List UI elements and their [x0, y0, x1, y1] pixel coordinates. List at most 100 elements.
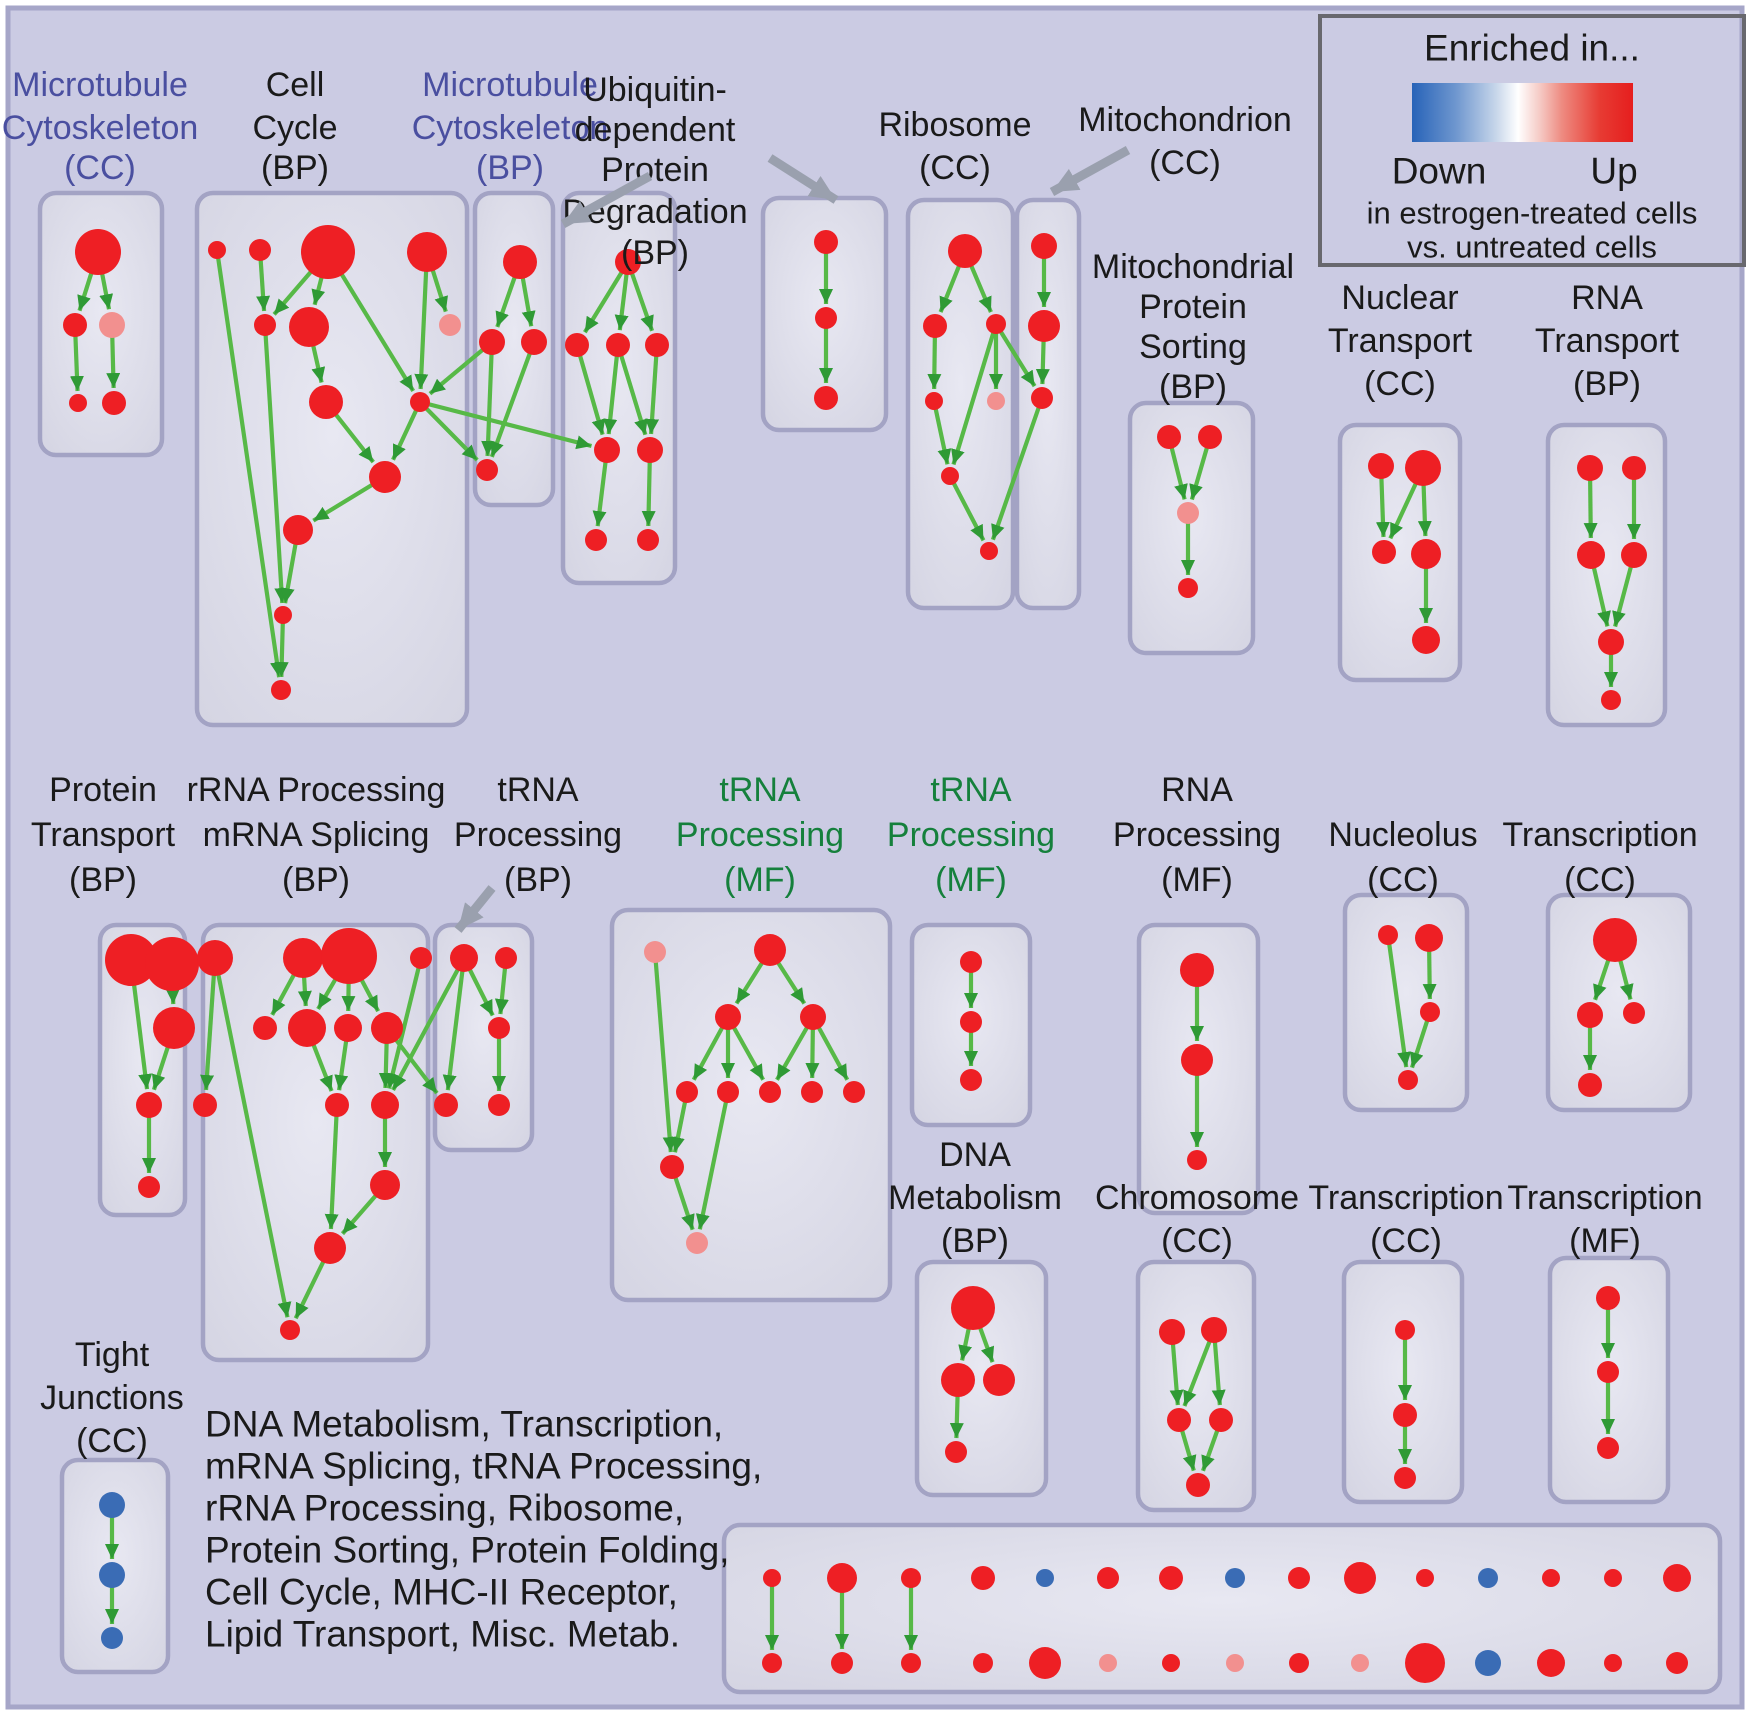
group-label-ribosome-line-0: Ribosome — [878, 106, 1031, 144]
go-term-node-chromosome-K5 — [1186, 1473, 1210, 1497]
pointer-arrow-to-trna-bp-box — [454, 885, 496, 933]
group-label-rna-transport-line-0: RNA — [1571, 279, 1643, 317]
go-term-node-trna-mf-large-H1 — [660, 1155, 684, 1179]
group-label-trna-mf-small-line-1: Processing — [887, 816, 1055, 854]
go-term-node-microtubule-cc-c — [99, 312, 125, 338]
edge-rrna-mrna-R1-R13 — [212, 957, 292, 1318]
go-term-node-trna-mf-large-C5 — [843, 1081, 865, 1103]
go-term-node-rna-transport-E5 — [1598, 629, 1624, 655]
go-term-node-shared-terms-b5 — [1029, 1647, 1061, 1679]
go-term-node-shared-terms-b3 — [901, 1653, 921, 1673]
go-term-node-trna-mf-large-M1 — [715, 1004, 741, 1030]
group-label-nucleolus-line-0: Nucleolus — [1328, 816, 1477, 854]
go-term-node-cell-cycle-n8 — [309, 385, 343, 419]
group-label-ubiquitin-left-line-2: Protein — [601, 151, 709, 189]
group-label-cell-cycle-line-1: Cycle — [252, 109, 337, 147]
go-term-node-shared-terms-b14 — [1604, 1654, 1622, 1672]
go-term-node-rna-transport-E6 — [1601, 690, 1621, 710]
group-label-trna-bp-line-0: tRNA — [497, 771, 579, 809]
go-term-node-mitochondrion-m2 — [1028, 310, 1060, 342]
go-term-node-nuclear-transport-N3 — [1372, 540, 1396, 564]
go-term-node-trna-mf-small-G2 — [960, 1011, 982, 1033]
go-term-node-rrna-mrna-R2 — [283, 938, 323, 978]
group-label-trna-bp-line-1: Processing — [454, 816, 622, 854]
go-term-node-chromosome-K3 — [1167, 1408, 1191, 1432]
group-label-nuclear-transport-line-2: (CC) — [1364, 365, 1436, 403]
go-term-node-cell-cycle-n3 — [301, 225, 355, 279]
shared-terms-text-line-1: mRNA Splicing, tRNA Processing, — [205, 1446, 762, 1487]
go-term-node-mito-protein-sorting-s1 — [1157, 425, 1181, 449]
go-term-node-transcription-cc-lower-X2 — [1393, 1403, 1417, 1427]
go-term-node-shared-terms-b10 — [1351, 1654, 1369, 1672]
legend-title: Enriched in... — [1424, 28, 1640, 69]
go-term-node-mito-protein-sorting-s2 — [1198, 425, 1222, 449]
go-term-node-nuclear-transport-N2 — [1405, 450, 1441, 486]
go-term-node-ribosome-r6 — [941, 467, 959, 485]
go-term-node-transcription-cc-upper-W3 — [1623, 1002, 1645, 1024]
group-label-cell-cycle-line-0: Cell — [266, 66, 325, 104]
go-term-node-shared-terms-a8 — [1225, 1568, 1245, 1588]
legend-up-label: Up — [1590, 151, 1637, 192]
go-term-node-transcription-cc-upper-W1 — [1593, 918, 1637, 962]
group-label-trna-bp-line-2: (BP) — [504, 861, 572, 899]
go-term-node-rna-transport-E2 — [1622, 456, 1646, 480]
go-term-node-ubiquitin-left-u2 — [565, 333, 589, 357]
group-label-cell-cycle-line-2: (BP) — [261, 149, 329, 187]
go-term-node-rrna-mrna-R1 — [197, 940, 233, 976]
go-term-node-shared-terms-b13 — [1537, 1649, 1565, 1677]
go-term-node-dna-metabolism-D3 — [983, 1364, 1015, 1396]
go-term-node-shared-terms-a9 — [1288, 1567, 1310, 1589]
go-term-node-rrna-mrna-R9 — [325, 1093, 349, 1117]
go-term-node-microtubule-cc-e — [102, 391, 126, 415]
group-box-rna-transport — [1545, 422, 1668, 728]
go-term-node-chromosome-K2 — [1201, 1317, 1227, 1343]
nodes-layer — [63, 225, 1691, 1683]
group-label-protein-transport-line-2: (BP) — [69, 861, 137, 899]
group-box-rrna-mrna — [200, 922, 431, 1363]
legend-subtitle-line1: in estrogen-treated cells — [1367, 196, 1698, 231]
go-term-node-trna-bp-T2 — [495, 947, 517, 969]
group-label-tight-junctions-line-2: (CC) — [76, 1422, 148, 1460]
go-term-node-trna-mf-large-M2 — [800, 1004, 826, 1030]
go-term-node-shared-terms-a11 — [1416, 1569, 1434, 1587]
group-box-mito-protein-sorting — [1127, 400, 1256, 656]
go-term-node-mitochondrion-m1 — [1031, 233, 1057, 259]
go-term-node-shared-terms-a10 — [1344, 1562, 1376, 1594]
go-term-node-rrna-mrna-R13 — [280, 1320, 300, 1340]
go-term-node-ubiquitin-left-b2 — [637, 529, 659, 551]
go-term-node-nucleolus-L3 — [1420, 1002, 1440, 1022]
go-term-node-rrna-mrna-R6 — [288, 1009, 326, 1047]
go-term-node-microtubule-cc-a — [75, 229, 121, 275]
go-term-node-mitochondrion-m3 — [1031, 387, 1053, 409]
edge-ubiquitin-left-U1-u2 — [583, 260, 630, 334]
go-term-node-shared-terms-b4 — [973, 1653, 993, 1673]
group-label-microtubule-cc-line-0: Microtubule — [12, 66, 188, 104]
group-label-transcription-mf-line-0: Transcription — [1507, 1179, 1702, 1217]
go-term-node-protein-transport-P5 — [138, 1176, 160, 1198]
go-term-node-trna-mf-large-C3 — [759, 1081, 781, 1103]
go-term-node-shared-terms-a3 — [901, 1568, 921, 1588]
shared-terms-text-line-4: Cell Cycle, MHC-II Receptor, — [205, 1572, 678, 1613]
go-term-node-rrna-mrna-R5 — [253, 1016, 277, 1040]
go-term-node-ribosome-r1 — [948, 234, 982, 268]
go-term-node-rrna-mrna-R3 — [321, 928, 377, 984]
go-term-node-shared-terms-a1 — [763, 1569, 781, 1587]
edge-cell-cycle-n9-n10 — [391, 401, 422, 461]
go-term-node-rrna-mrna-R7 — [334, 1014, 362, 1042]
go-term-node-shared-terms-a6 — [1097, 1567, 1119, 1589]
edge-rrna-mrna-R9-R12 — [324, 1104, 340, 1230]
edge-ubiquitin-left-u2-u5 — [574, 344, 606, 436]
group-label-microtubule-bp-line-1: Cytoskeleton — [412, 109, 609, 147]
pointer-arrow-to-ubiquitin-left-box — [560, 172, 653, 228]
group-label-mito-protein-sorting-line-3: (BP) — [1159, 368, 1227, 406]
edge-microtubule-bp-c1-b — [481, 341, 496, 457]
go-term-node-cell-cycle-n6 — [289, 307, 329, 347]
go-term-node-protein-transport-P3 — [153, 1007, 195, 1049]
go-term-node-ribosome-r4 — [925, 392, 943, 410]
group-label-rrna-mrna-line-0: rRNA Processing — [187, 771, 446, 809]
legend-subtitle-line2: vs. untreated cells — [1407, 230, 1657, 265]
edge-trna-bp-T1-T4 — [442, 957, 467, 1091]
pointer-arrow-to-ubiquitin-right-box — [767, 154, 839, 204]
go-term-node-protein-transport-P1 — [105, 934, 157, 986]
